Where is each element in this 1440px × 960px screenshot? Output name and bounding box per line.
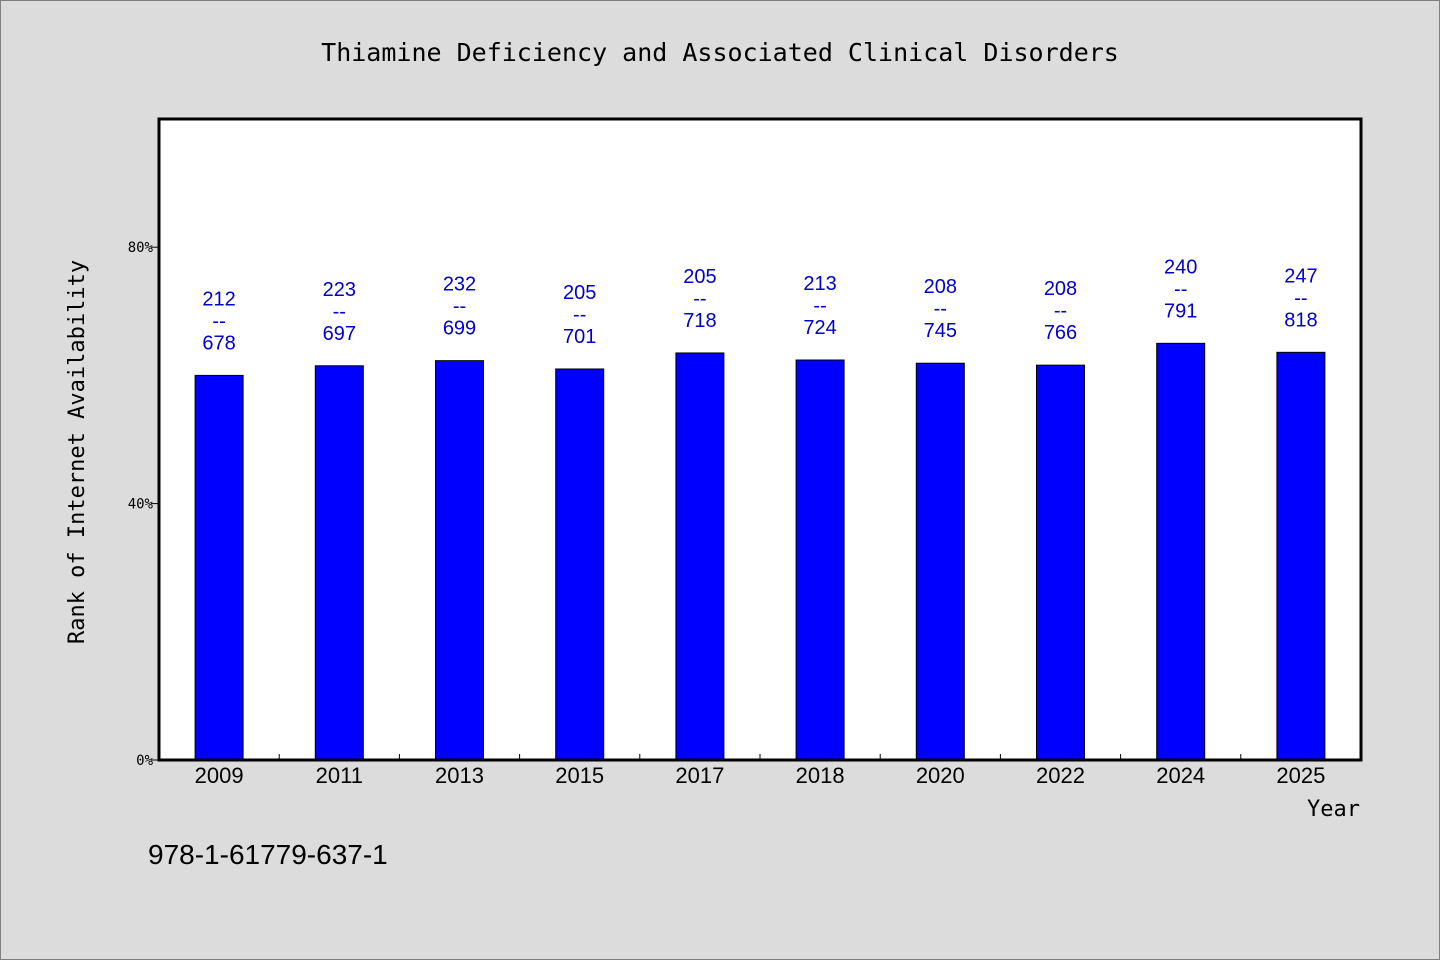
data-label-2025-0: 247 — [1284, 265, 1317, 287]
data-label-2009-0: 212 — [202, 288, 235, 310]
data-label-2024-2: 791 — [1164, 300, 1197, 322]
data-label-2017-0: 205 — [683, 266, 716, 288]
data-label-2022-1: -- — [1054, 300, 1067, 322]
data-label-2018-0: 213 — [803, 273, 836, 295]
x-tick-label-2017: 2017 — [675, 763, 724, 788]
bar-2013 — [435, 360, 484, 761]
bar-2011 — [314, 365, 364, 761]
y-axis-label: Rank of Internet Availability — [65, 260, 90, 644]
bar-2024 — [1156, 342, 1206, 761]
x-tick-label-2009: 2009 — [195, 763, 244, 788]
data-label-2011-2: 697 — [323, 323, 356, 345]
x-tick-label-2011: 2011 — [316, 763, 363, 788]
data-label-2013-1: -- — [453, 296, 466, 318]
x-tick-label-2022: 2022 — [1036, 763, 1085, 788]
data-label-2013-2: 699 — [443, 318, 476, 340]
data-label-2022-2: 766 — [1044, 322, 1077, 344]
x-tick-label-2015: 2015 — [555, 763, 604, 788]
data-label-2009-1: -- — [212, 310, 225, 332]
x-tick-label-2013: 2013 — [435, 763, 484, 788]
data-label-2020-1: -- — [934, 298, 947, 320]
bars-group — [194, 342, 1326, 761]
data-label-2017-1: -- — [693, 288, 706, 310]
data-label-2020-2: 745 — [924, 320, 957, 342]
chart-title: Thiamine Deficiency and Associated Clini… — [321, 38, 1119, 67]
data-label-2025-1: -- — [1294, 287, 1307, 309]
data-label-2025-2: 818 — [1284, 309, 1317, 331]
data-label-2022-0: 208 — [1044, 278, 1077, 300]
data-label-2024-0: 240 — [1164, 256, 1197, 278]
data-label-2015-0: 205 — [563, 282, 596, 304]
bar-2009 — [194, 374, 244, 761]
data-label-2013-0: 232 — [443, 274, 476, 296]
data-label-2015-1: -- — [573, 304, 586, 326]
bar-2020 — [915, 362, 965, 761]
x-tick-label-2025: 2025 — [1276, 763, 1325, 788]
bar-2018 — [795, 359, 845, 761]
data-label-2015-2: 701 — [563, 326, 596, 348]
bar-2017 — [675, 352, 725, 761]
data-label-2020-0: 208 — [924, 276, 957, 298]
data-labels-group: 212--678223--697232--699205--701205--718… — [202, 256, 1317, 354]
data-label-2011-0: 223 — [323, 279, 356, 301]
x-tick-label-2020: 2020 — [916, 763, 965, 788]
x-tick-label-2024: 2024 — [1156, 763, 1205, 788]
data-label-2009-2: 678 — [202, 332, 235, 354]
footer-code: 978-1-61779-637-1 — [148, 839, 388, 870]
plot-border — [157, 117, 1363, 762]
y-tick-label-0: 0% — [136, 753, 153, 769]
y-tick-label-80: 80% — [128, 240, 154, 256]
bar-2022 — [1036, 364, 1085, 761]
bar-2025 — [1276, 351, 1326, 761]
data-label-2018-2: 724 — [803, 317, 836, 339]
data-label-2024-1: -- — [1174, 278, 1187, 300]
data-label-2018-1: -- — [813, 295, 826, 317]
bar-2015 — [555, 368, 605, 761]
x-tick-label-2018: 2018 — [796, 763, 845, 788]
data-label-2011-1: -- — [333, 301, 346, 323]
y-tick-label-40: 40% — [128, 497, 154, 513]
axis-ticks-group: 2009 2011 2013 2015 2017 2018 2020 2022 2024 2025… — [128, 240, 1326, 788]
x-axis-label: Year — [1307, 797, 1360, 822]
data-label-2017-2: 718 — [683, 310, 716, 332]
